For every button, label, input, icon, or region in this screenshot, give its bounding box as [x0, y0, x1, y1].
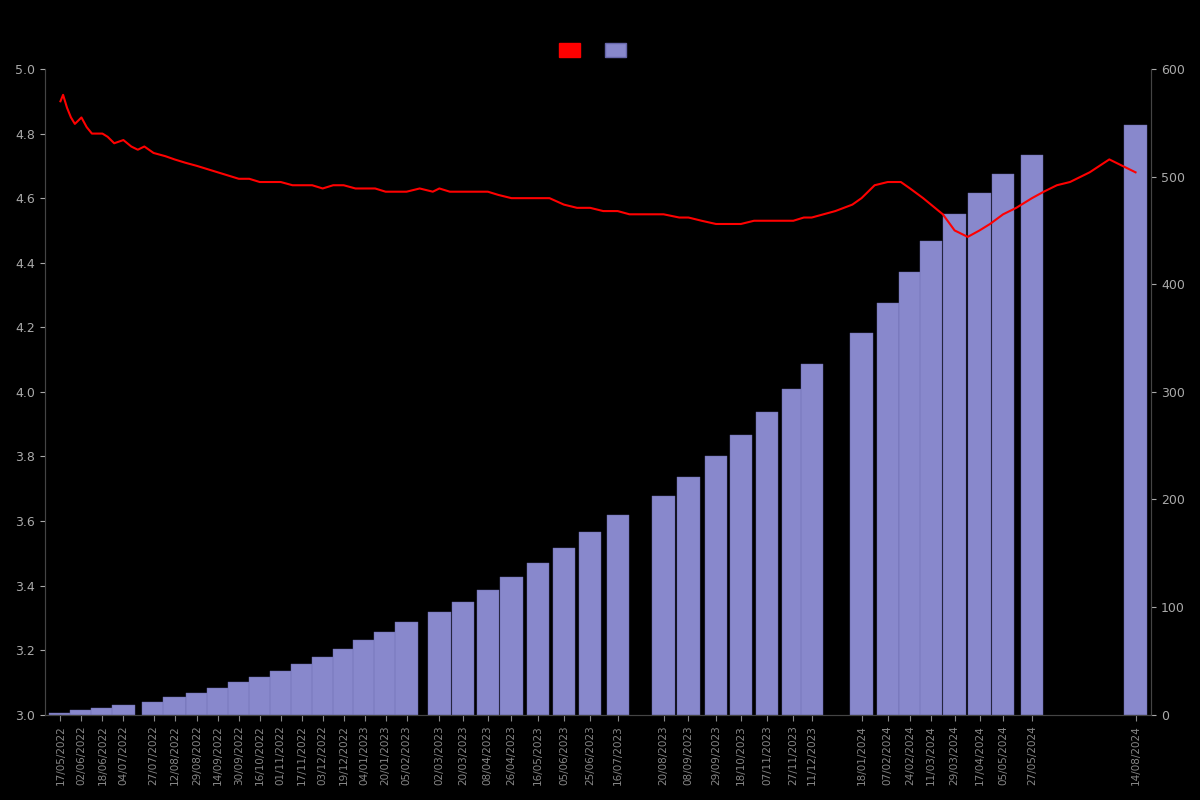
Bar — [396, 622, 418, 714]
Bar — [312, 657, 334, 714]
Bar — [270, 670, 292, 714]
Bar — [49, 713, 72, 714]
Bar — [228, 682, 250, 714]
Bar — [877, 302, 899, 714]
Bar — [606, 514, 629, 714]
Bar — [782, 389, 804, 714]
Bar — [113, 705, 134, 714]
Bar — [578, 532, 601, 714]
Bar — [943, 214, 966, 714]
Bar — [992, 174, 1014, 714]
Bar — [452, 602, 474, 714]
Bar — [71, 710, 92, 714]
Bar — [476, 590, 499, 714]
Bar — [704, 457, 727, 714]
Bar — [756, 412, 779, 714]
Bar — [163, 698, 186, 714]
Bar — [527, 563, 548, 714]
Bar — [248, 677, 271, 714]
Bar — [354, 641, 376, 714]
Bar — [428, 613, 450, 714]
Bar — [186, 693, 208, 714]
Bar — [374, 632, 397, 714]
Bar — [290, 664, 313, 714]
Bar — [1124, 125, 1147, 714]
Bar — [920, 242, 942, 714]
Bar — [730, 435, 752, 714]
Bar — [851, 333, 872, 714]
Bar — [677, 477, 700, 714]
Bar — [91, 708, 114, 714]
Legend: , : , — [553, 38, 642, 63]
Bar — [332, 649, 355, 714]
Bar — [553, 548, 575, 714]
Bar — [800, 364, 823, 714]
Bar — [653, 496, 674, 714]
Bar — [206, 688, 229, 714]
Bar — [500, 577, 523, 714]
Bar — [1021, 155, 1043, 714]
Bar — [899, 273, 922, 714]
Bar — [143, 702, 164, 714]
Bar — [968, 193, 991, 714]
